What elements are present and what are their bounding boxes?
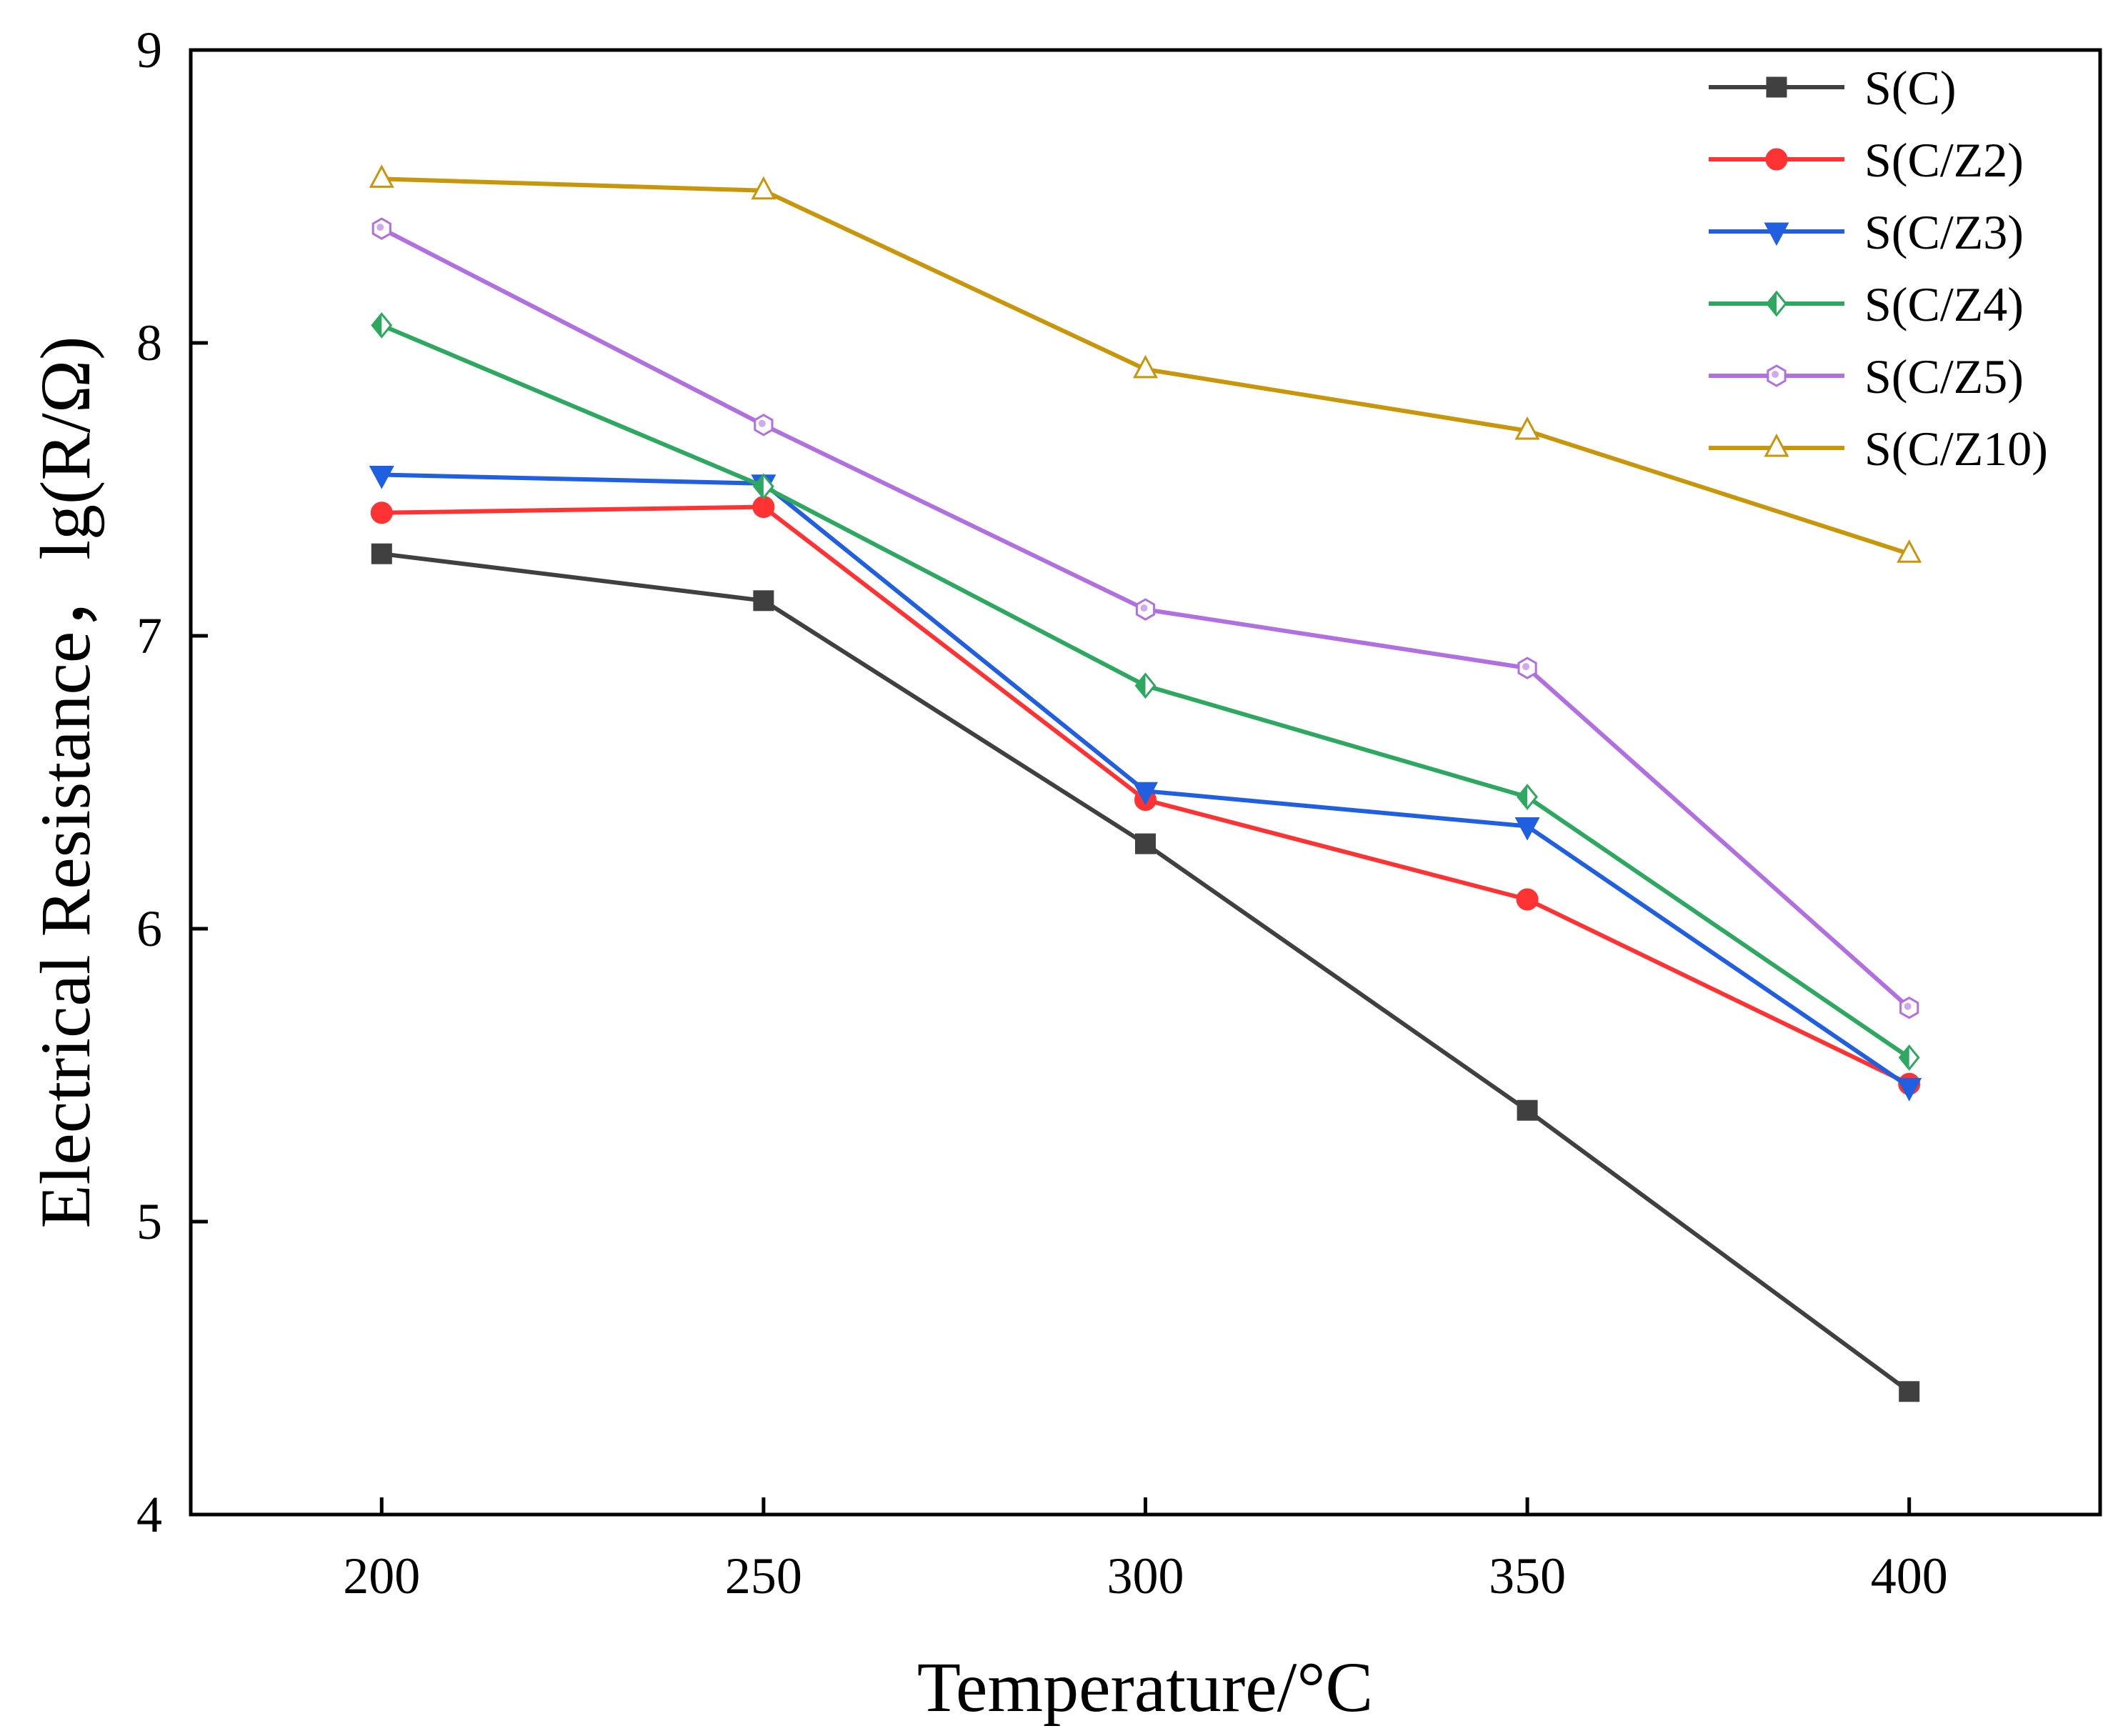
data-point-5-1 (751, 176, 776, 200)
data-point-1-3 (1516, 888, 1539, 911)
data-point-4-2-dot (1140, 604, 1148, 612)
series-0 (371, 543, 1920, 1402)
data-point-5-0 (369, 164, 394, 188)
data-point-0-0 (371, 543, 392, 564)
legend-marker-3-half (1767, 292, 1777, 315)
series-4 (371, 217, 1919, 1019)
data-point-4-4-dot (1904, 1002, 1912, 1010)
data-point-3-4-half (1899, 1046, 1909, 1069)
legend-marker-5 (1764, 433, 1789, 457)
x-tick-label-300: 300 (1107, 1547, 1184, 1605)
x-tick-label-400: 400 (1871, 1547, 1948, 1605)
y-tick-label-6: 6 (136, 900, 162, 957)
data-point-4-0-dot (376, 224, 384, 231)
legend-label-3: S(C/Z4) (1864, 277, 2024, 331)
legend-marker-2 (1764, 222, 1789, 246)
series-5 (369, 164, 1922, 563)
data-point-2-2 (1132, 782, 1159, 806)
y-tick-label-7: 7 (136, 607, 162, 664)
data-point-3-0-half (372, 314, 382, 337)
legend-marker-4-dot (1772, 371, 1779, 378)
legend-marker-1 (1765, 148, 1788, 171)
series-2 (369, 466, 1922, 1102)
legend-label-0: S(C) (1864, 61, 1956, 115)
data-point-2-3 (1514, 817, 1540, 841)
legend-marker-0 (1766, 76, 1787, 98)
y-tick-label-8: 8 (136, 314, 162, 371)
data-point-1-1 (752, 496, 775, 519)
y-tick-label-9: 9 (136, 21, 162, 79)
data-point-1-0 (370, 502, 393, 524)
x-axis: 200 250 300 350 400 (343, 1497, 1948, 1605)
series-line-2 (381, 472, 1911, 1089)
legend-label-2: S(C/Z3) (1864, 205, 2024, 259)
data-point-0-3 (1517, 1099, 1538, 1121)
series-layer (369, 164, 1922, 1402)
y-axis: 4 5 6 7 8 9 (136, 21, 208, 1543)
x-axis-title: Temperature/°C (917, 1647, 1373, 1727)
data-point-0-4 (1899, 1381, 1920, 1402)
legend: S(C) S(C/Z2) S(C/Z3) S(C/Z4) S(C/Z5) S(C/Z10) (1709, 61, 2048, 476)
data-point-4-1-dot (758, 419, 766, 427)
legend-label-1: S(C/Z2) (1864, 133, 2024, 187)
data-point-0-2 (1135, 833, 1156, 854)
data-point-0-1 (753, 590, 774, 612)
data-point-3-3-half (1518, 785, 1528, 809)
data-point-4-3-dot (1522, 663, 1530, 671)
legend-label-5: S(C/Z10) (1864, 421, 2048, 476)
x-tick-label-250: 250 (725, 1547, 802, 1605)
x-tick-label-200: 200 (343, 1547, 420, 1605)
data-point-2-0 (369, 466, 394, 489)
data-point-2-4 (1897, 1077, 1922, 1102)
legend-label-4: S(C/Z5) (1864, 349, 2024, 404)
y-tick-label-5: 5 (136, 1193, 162, 1250)
data-point-5-2 (1132, 354, 1159, 379)
data-point-5-4 (1897, 539, 1922, 563)
data-point-5-3 (1514, 416, 1540, 440)
x-tick-label-350: 350 (1489, 1547, 1566, 1605)
series-3 (371, 312, 1920, 1071)
y-tick-label-4: 4 (136, 1486, 162, 1543)
y-axis-title: Electrical Resistance，lg(R/Ω) (26, 336, 105, 1229)
data-point-3-2-half (1136, 674, 1146, 697)
data-point-3-1-half (754, 474, 764, 498)
